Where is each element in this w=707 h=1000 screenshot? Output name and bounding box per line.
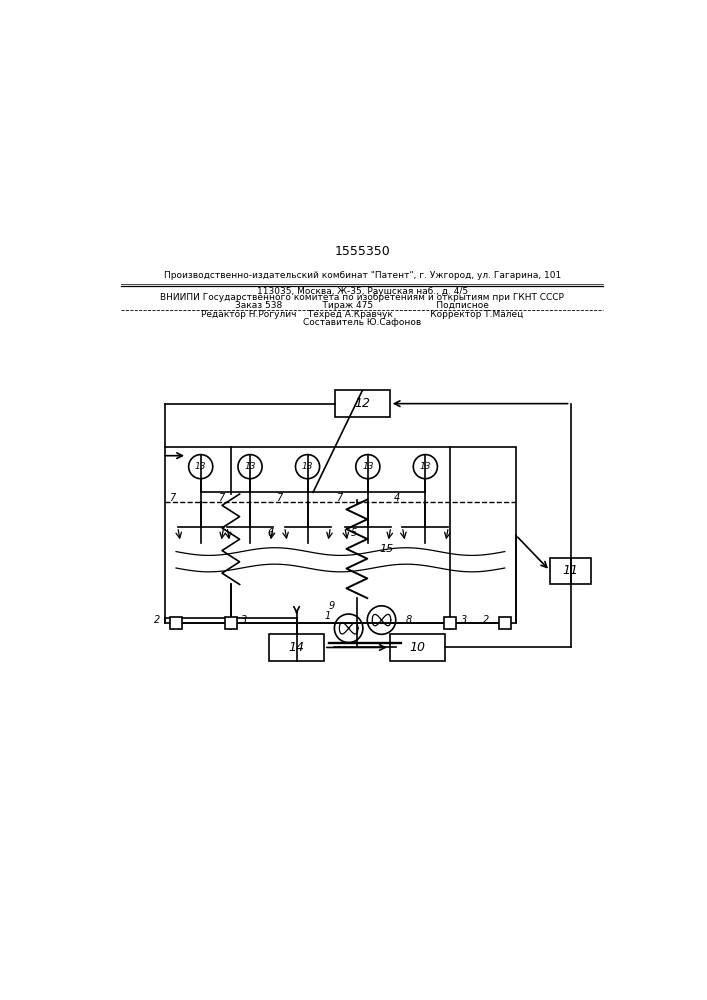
Text: 7: 7 <box>169 493 175 503</box>
Bar <box>170 617 182 629</box>
Text: 10: 10 <box>409 641 425 654</box>
Text: Производственно-издательский комбинат "Патент", г. Ужгород, ул. Гагарина, 101: Производственно-издательский комбинат "П… <box>164 271 561 280</box>
Text: 11: 11 <box>563 564 578 577</box>
Text: 4: 4 <box>394 493 400 503</box>
Text: 13: 13 <box>244 462 256 471</box>
Text: 1555350: 1555350 <box>334 245 390 258</box>
Text: 7: 7 <box>337 493 342 503</box>
Bar <box>498 617 511 629</box>
Text: 5: 5 <box>351 528 357 538</box>
Text: 13: 13 <box>419 462 431 471</box>
Text: 13: 13 <box>195 462 206 471</box>
Text: 2: 2 <box>482 615 489 625</box>
Bar <box>550 558 591 584</box>
Text: 113035, Москва, Ж-35, Раушская наб., д. 4/5: 113035, Москва, Ж-35, Раушская наб., д. … <box>257 287 468 296</box>
Text: 6: 6 <box>268 528 274 538</box>
Text: Редактор Н.Рогулич    Техред А.Кравчук             Корректор Т.Малец: Редактор Н.Рогулич Техред А.Кравчук Корр… <box>201 310 523 319</box>
Text: Составитель Ю.Сафонов: Составитель Ю.Сафонов <box>303 318 421 327</box>
Text: 12: 12 <box>354 397 370 410</box>
Bar <box>444 617 456 629</box>
Bar <box>225 617 237 629</box>
Bar <box>165 447 516 623</box>
Text: 2: 2 <box>153 615 160 625</box>
Text: 13: 13 <box>362 462 373 471</box>
Text: 8: 8 <box>406 615 412 625</box>
Text: ВНИИПИ Государственного комитета по изобретениям и открытиям при ГКНТ СССР: ВНИИПИ Государственного комитета по изоб… <box>160 293 564 302</box>
Bar <box>335 390 390 417</box>
Bar <box>269 634 324 661</box>
Text: 15: 15 <box>380 544 394 554</box>
Bar <box>390 634 445 661</box>
Text: 1: 1 <box>325 611 331 621</box>
Text: 9: 9 <box>329 601 335 611</box>
Text: 7: 7 <box>276 493 282 503</box>
Text: 3: 3 <box>241 615 247 625</box>
Text: Заказ 538              Тираж 475                      Подписное: Заказ 538 Тираж 475 Подписное <box>235 301 489 310</box>
Text: 7: 7 <box>218 493 225 503</box>
Text: 13: 13 <box>302 462 313 471</box>
Text: 14: 14 <box>288 641 305 654</box>
Text: 3: 3 <box>460 615 467 625</box>
